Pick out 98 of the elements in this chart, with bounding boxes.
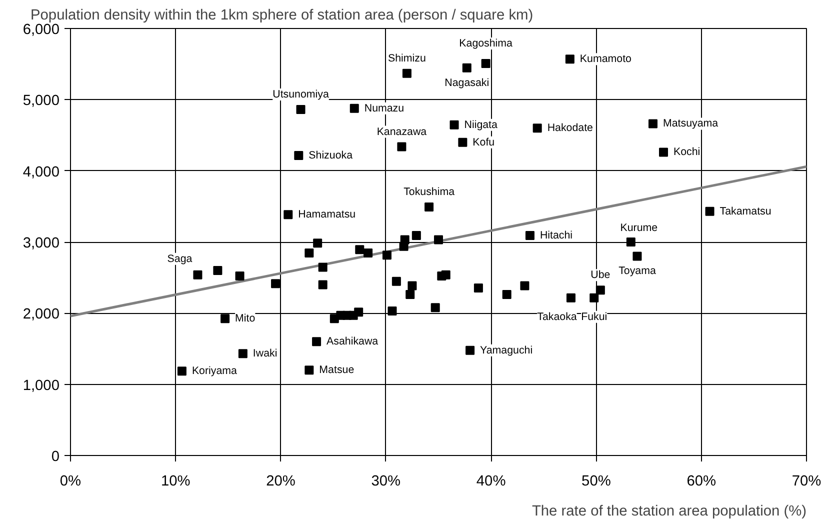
x-axis-title: The rate of the station area population (%) — [532, 504, 806, 520]
annotation: Hakodate — [547, 122, 594, 134]
x-tick-label: 60% — [686, 474, 716, 490]
point — [565, 54, 574, 64]
annotation: Mito — [235, 312, 256, 325]
point — [532, 124, 542, 133]
point — [525, 230, 534, 240]
annotation: Kagoshima — [459, 38, 513, 50]
point — [626, 238, 636, 246]
point — [350, 104, 359, 113]
point — [382, 250, 392, 260]
x-tick-label: 0% — [60, 474, 82, 490]
point — [220, 314, 230, 324]
y-tick-label: 3,000 — [22, 236, 60, 252]
point — [284, 210, 293, 220]
annotation: Hitachi — [540, 229, 573, 242]
point — [294, 151, 304, 160]
point — [313, 238, 322, 248]
annotation: Shizuoka — [308, 150, 353, 162]
annotation: Ube — [590, 269, 610, 282]
point — [481, 59, 490, 68]
point — [235, 271, 244, 280]
point — [466, 346, 475, 355]
point — [406, 290, 415, 300]
annotation: Kanazawa — [376, 126, 427, 138]
annotation: Fukui — [581, 310, 608, 323]
point — [388, 306, 397, 316]
point — [648, 119, 658, 128]
point — [450, 120, 459, 130]
point — [402, 68, 412, 78]
point — [705, 206, 714, 216]
point — [304, 366, 314, 375]
point — [408, 281, 417, 290]
point — [632, 252, 642, 261]
point — [474, 283, 483, 292]
point — [434, 235, 443, 244]
y-tick-label: 2,000 — [22, 306, 60, 323]
x-tick-label: 20% — [266, 474, 296, 490]
point — [502, 290, 512, 300]
annotation: Kurume — [620, 222, 658, 234]
annotation: Toyama — [618, 265, 656, 278]
point — [520, 281, 530, 290]
y-tick-label: 4,000 — [22, 164, 60, 180]
point — [412, 230, 421, 240]
y-tick-label: 0 — [51, 449, 60, 465]
point — [441, 270, 450, 280]
point — [354, 308, 364, 317]
annotation: Takaoka — [537, 310, 577, 323]
point — [399, 242, 408, 251]
point — [271, 279, 280, 288]
annotation: Kofu — [472, 136, 495, 148]
point — [296, 104, 306, 114]
point — [659, 148, 668, 157]
point — [590, 293, 599, 302]
annotation: Matsuyama — [662, 118, 718, 130]
point — [193, 270, 202, 280]
point — [458, 138, 468, 147]
x-tick-label: 40% — [476, 474, 506, 490]
point — [318, 262, 328, 272]
annotation: Koriyama — [192, 365, 238, 378]
point — [596, 286, 605, 295]
x-tick-label: 70% — [792, 474, 822, 490]
y-tick-label: 1,000 — [22, 378, 60, 394]
annotation: Niigata — [464, 118, 498, 131]
annotation: Kumamoto — [580, 53, 632, 66]
annotation: Shimizu — [388, 52, 426, 64]
x-tick-label: 50% — [582, 474, 611, 490]
point — [566, 293, 576, 302]
chart-title: Population density within the 1km sphere of station area (person / square km) — [30, 8, 534, 24]
x-tick-label: 30% — [371, 474, 401, 490]
annotation: Matsue — [319, 364, 354, 376]
point — [462, 63, 472, 72]
x-tick-label: 10% — [160, 474, 190, 490]
annotation: Asahikawa — [326, 336, 378, 348]
point — [424, 202, 434, 212]
annotation: Utsunomiya — [272, 88, 329, 100]
annotation: Saga — [167, 252, 192, 265]
point — [312, 337, 322, 346]
point — [355, 245, 364, 254]
y-tick-label: 6,000 — [22, 22, 60, 38]
point — [177, 366, 186, 376]
point — [430, 303, 440, 312]
point — [318, 280, 328, 290]
annotation: Kochi — [674, 146, 700, 158]
point — [397, 142, 406, 152]
annotation: Iwaki — [252, 348, 278, 360]
point — [304, 248, 314, 258]
annotation: Tokushima — [404, 186, 455, 198]
annotation: Hamamatsu — [298, 208, 356, 221]
y-tick-label: 5,000 — [22, 93, 60, 110]
annotation: Nagasaki — [444, 76, 490, 89]
annotation: Numazu — [364, 102, 404, 114]
annotation: Yamaguchi — [480, 344, 533, 356]
annotation: Takamatsu — [720, 205, 772, 218]
point — [364, 248, 373, 258]
point — [238, 349, 248, 358]
point — [213, 266, 222, 275]
point — [392, 276, 401, 286]
